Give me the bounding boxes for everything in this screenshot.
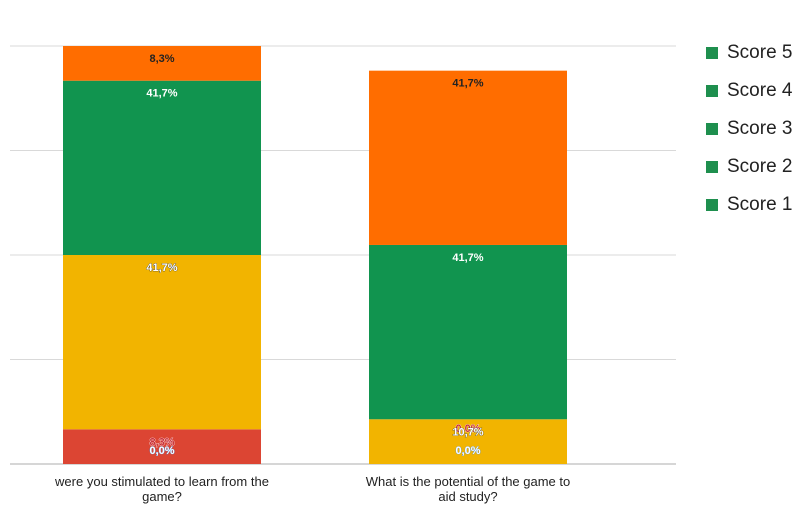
x-tick-label: were you stimulated to learn from the: [54, 474, 269, 489]
x-tick-label: What is the potential of the game to: [366, 474, 571, 489]
legend-label: Score 4: [727, 80, 793, 101]
legend-item-score-1: Score 1: [706, 194, 792, 216]
data-label: 8,3%: [149, 53, 174, 65]
bar-segment-score-4: [369, 244, 567, 420]
data-label: 41,7%: [146, 88, 177, 100]
data-label: 41,7%: [452, 252, 483, 264]
legend-item-score-4: Score 4: [706, 80, 792, 102]
bar-segment-score-3: [369, 419, 567, 464]
x-tick-label: game?: [142, 489, 182, 504]
legend-swatch: [706, 85, 718, 97]
legend-item-score-2: Score 2: [706, 156, 792, 178]
legend-label: Score 1: [727, 194, 793, 215]
bar-segment-score-5: [63, 46, 261, 81]
legend-label: Score 3: [727, 118, 793, 139]
data-label: 41,7%: [452, 78, 483, 90]
data-label: 0,0%: [455, 423, 480, 435]
bar-segment-score-4: [63, 80, 261, 255]
legend: Score 5 Score 4 Score 3 Score 2 Score 1: [706, 42, 792, 216]
legend-swatch: [706, 161, 718, 173]
bar-segment-score-3: [63, 255, 261, 430]
legend-swatch: [706, 123, 718, 135]
data-label: 8,3%: [149, 436, 174, 448]
bar-segment-score-2: [63, 429, 261, 464]
bar-segment-score-5: [369, 70, 567, 245]
legend-item-score-5: Score 5: [706, 42, 792, 64]
data-label: 0,0%: [149, 445, 174, 457]
data-label: 10,7%: [452, 426, 483, 438]
data-label: 0,0%: [455, 445, 480, 457]
legend-swatch: [706, 47, 718, 59]
legend-label: Score 2: [727, 156, 793, 177]
legend-item-score-3: Score 3: [706, 118, 792, 140]
x-tick-label: aid study?: [438, 489, 497, 504]
legend-swatch: [706, 199, 718, 211]
data-label: 41,7%: [146, 262, 177, 274]
legend-label: Score 5: [727, 42, 793, 63]
